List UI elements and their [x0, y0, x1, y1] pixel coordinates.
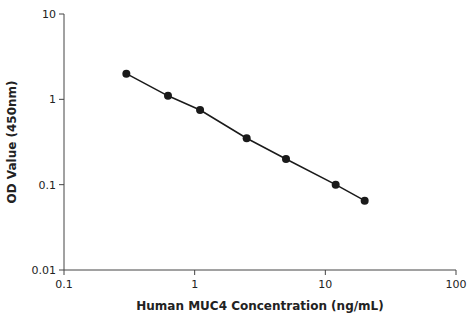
y-tick [59, 99, 64, 100]
data-point [196, 106, 204, 114]
y-axis-label: OD Value (450nm) [5, 80, 19, 203]
y-tick [59, 184, 64, 185]
x-tick-label: 10 [318, 278, 332, 291]
chart-container: 0.11101000.010.1110Human MUC4 Concentrat… [0, 0, 474, 322]
data-point [164, 92, 172, 100]
data-point [361, 197, 369, 205]
x-tick-label: 100 [446, 278, 467, 291]
plot-area [122, 70, 368, 205]
y-tick [59, 14, 64, 15]
x-tick [325, 270, 326, 275]
y-tick-label: 0.1 [39, 179, 57, 192]
x-tick-label: 0.1 [55, 278, 73, 291]
axes: 0.11101000.010.1110 [32, 8, 467, 291]
y-tick [59, 270, 64, 271]
chart: 0.11101000.010.1110Human MUC4 Concentrat… [0, 0, 474, 322]
y-axis-line [64, 14, 65, 270]
x-axis-label: Human MUC4 Concentration (ng/mL) [136, 299, 384, 313]
data-point [243, 134, 251, 142]
y-tick-label: 0.01 [32, 264, 57, 277]
x-axis-line [64, 270, 456, 271]
x-tick [64, 270, 65, 275]
y-tick-label: 1 [49, 93, 56, 106]
data-line [126, 74, 364, 201]
x-tick-label: 1 [191, 278, 198, 291]
data-point [332, 181, 340, 189]
x-tick [194, 270, 195, 275]
data-point [122, 70, 130, 78]
x-tick [456, 270, 457, 275]
data-point [282, 155, 290, 163]
y-tick-label: 10 [42, 8, 56, 21]
